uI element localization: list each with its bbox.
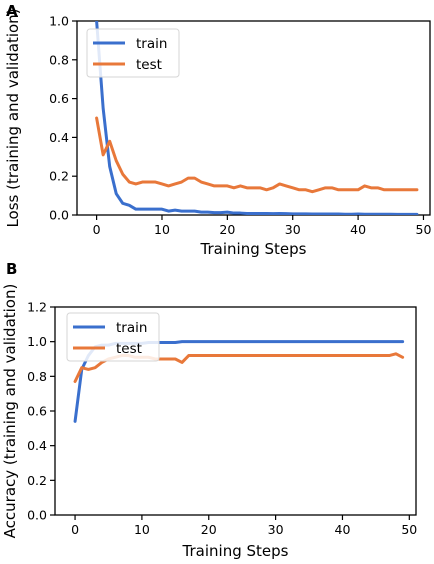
legend-label-test: test	[136, 57, 162, 73]
legend-label-test: test	[116, 341, 142, 357]
series-line-test	[95, 116, 419, 194]
x-tick-label: 50	[401, 522, 417, 537]
y-tick-label: 0.6	[27, 404, 47, 419]
y-tick-label: 1.0	[27, 334, 47, 349]
x-tick-label: 20	[201, 522, 217, 537]
plot-frame	[76, 20, 431, 216]
y-axis-label: Loss (training and validation)	[4, 8, 22, 227]
chart-panel-a: A 0 10 20 30 40 50 0.0 0.2 0.4 0.6 0.8 1.0 Training S…	[4, 2, 431, 258]
x-tick-label: 0	[71, 522, 79, 537]
x-tick-label: 0	[93, 222, 101, 237]
legend: train test	[86, 28, 180, 78]
legend-label-train: train	[116, 320, 147, 336]
x-tick-label: 30	[268, 522, 284, 537]
x-tick-label: 20	[219, 222, 235, 237]
y-tick-label: 0.0	[27, 508, 47, 523]
panel-label-b: B	[6, 260, 17, 278]
x-tick-label: 50	[416, 222, 432, 237]
y-tick-label: 0.6	[49, 91, 69, 106]
x-tick-label: 10	[134, 522, 150, 537]
legend: train test	[66, 312, 160, 362]
x-axis-label: Training Steps	[182, 542, 289, 560]
chart-panel-b: B 0 10 20 30 40 50 0.0 0.2 0.4 0.6 0.8 1.0 1.2 Trainin…	[1, 260, 417, 560]
y-tick-label: 0.2	[27, 473, 47, 488]
panel-label-a: A	[6, 2, 18, 20]
y-tick-label: 0.0	[49, 208, 69, 223]
y-tick-label: 1.2	[27, 300, 47, 315]
x-tick-label: 30	[285, 222, 301, 237]
y-tick-label: 0.8	[49, 52, 69, 67]
legend-label-train: train	[136, 36, 167, 52]
x-axis-label: Training Steps	[200, 240, 307, 258]
y-tick-label: 1.0	[49, 14, 69, 29]
series-line-train	[95, 21, 419, 215]
x-tick-label: 40	[350, 222, 366, 237]
y-tick-label: 0.8	[27, 369, 47, 384]
y-axis-label: Accuracy (training and validation)	[1, 284, 19, 539]
y-tick-label: 0.2	[49, 169, 69, 184]
x-tick-label: 40	[335, 522, 351, 537]
y-tick-label: 0.4	[27, 438, 47, 453]
x-tick-label: 10	[154, 222, 170, 237]
y-tick-label: 0.4	[49, 130, 69, 145]
